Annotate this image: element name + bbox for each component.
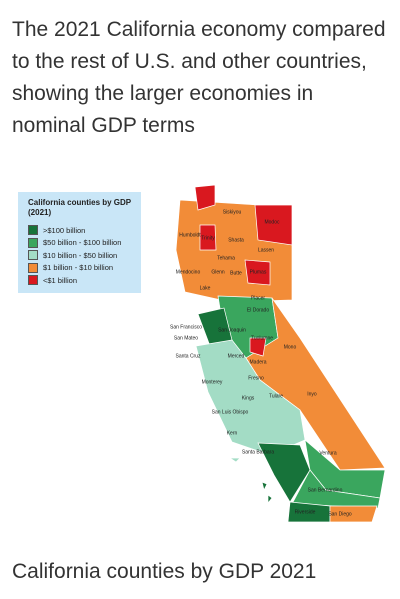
- county-label: Glenn: [211, 269, 225, 275]
- region: [257, 442, 311, 503]
- county-label: Tehama: [217, 255, 235, 261]
- county-label: San Francisco: [170, 324, 202, 330]
- legend-swatch: [28, 237, 38, 248]
- island: [261, 481, 268, 492]
- region: [244, 259, 271, 286]
- legend-item: <$1 billion: [28, 274, 135, 287]
- county-label: Tulare: [269, 393, 283, 399]
- county-label: Butte: [230, 270, 242, 276]
- county-label: Mendocino: [176, 269, 201, 275]
- map-legend: California counties by GDP (2021) >$100 …: [18, 192, 141, 293]
- region: [329, 505, 378, 523]
- legend-swatch: [28, 262, 38, 273]
- county-label: Shasta: [228, 237, 244, 243]
- county-label: Inyo: [307, 391, 317, 397]
- legend-title-line: (2021): [28, 208, 52, 217]
- county-label: Humboldt: [179, 232, 201, 238]
- caption: California counties by GDP 2021: [12, 560, 317, 583]
- legend-label: >$100 billion: [43, 225, 86, 235]
- heading: The 2021 California economy compared to …: [12, 18, 386, 137]
- county-label: Madera: [250, 359, 267, 365]
- county-label: Siskiyou: [223, 209, 242, 215]
- county-label: San Diego: [328, 511, 352, 517]
- legend-item: $10 billion - $50 billion: [28, 249, 135, 262]
- county-label: San Luis Obispo: [212, 409, 249, 415]
- county-label: Ventura: [319, 450, 336, 456]
- county-label: Riverside: [295, 509, 316, 515]
- county-label: Placer: [251, 295, 266, 301]
- county-label: San Bernardino: [308, 487, 343, 493]
- island: [267, 494, 273, 504]
- legend-label: $1 billion - $10 billion: [43, 263, 114, 273]
- legend-swatch: [28, 225, 38, 236]
- county-label: Fresno: [248, 375, 264, 381]
- county-label: Monterey: [202, 379, 223, 385]
- legend-item: $50 billion - $100 billion: [28, 237, 135, 250]
- county-label: Modoc: [264, 219, 280, 225]
- county-label: Merced: [228, 353, 245, 359]
- county-label: El Dorado: [247, 307, 269, 313]
- region: [254, 204, 293, 246]
- legend-items: >$100 billion $50 billion - $100 billion $…: [28, 224, 135, 287]
- legend-title: California counties by GDP (2021): [28, 198, 135, 218]
- legend-swatch: [28, 275, 38, 286]
- county-label: Kern: [227, 430, 238, 436]
- regions: [175, 184, 386, 523]
- county-label: Trinity: [201, 235, 215, 241]
- legend-label: $50 billion - $100 billion: [43, 238, 122, 248]
- county-label: Santa Cruz: [175, 353, 201, 359]
- california-map: Siskiyou Modoc Humboldt Trinity Shasta Lassen…: [170, 184, 386, 523]
- legend-item: $1 billion - $10 billion: [28, 262, 135, 275]
- legend-title-line: California counties by GDP: [28, 198, 132, 207]
- legend-item: >$100 billion: [28, 224, 135, 237]
- county-label: Tuolumne: [251, 335, 273, 341]
- county-label: San Mateo: [174, 335, 198, 341]
- legend-swatch: [28, 250, 38, 261]
- county-label: Mono: [284, 344, 297, 350]
- county-label: Plumas: [250, 269, 267, 275]
- county-labels: Siskiyou Modoc Humboldt Trinity Shasta Lassen…: [170, 209, 352, 517]
- county-label: Santa Barbara: [242, 449, 274, 455]
- region: [194, 184, 216, 211]
- county-label: Lake: [200, 285, 211, 291]
- legend-label: $10 billion - $50 billion: [43, 250, 118, 260]
- region: [291, 469, 381, 509]
- county-label: San Joaquin: [218, 327, 246, 333]
- region: [199, 224, 217, 251]
- county-label: Kings: [242, 395, 255, 401]
- region: [249, 337, 267, 357]
- region: [195, 339, 306, 456]
- legend-label: <$1 billion: [43, 275, 77, 285]
- island: [228, 457, 241, 463]
- county-label: Lassen: [258, 247, 274, 253]
